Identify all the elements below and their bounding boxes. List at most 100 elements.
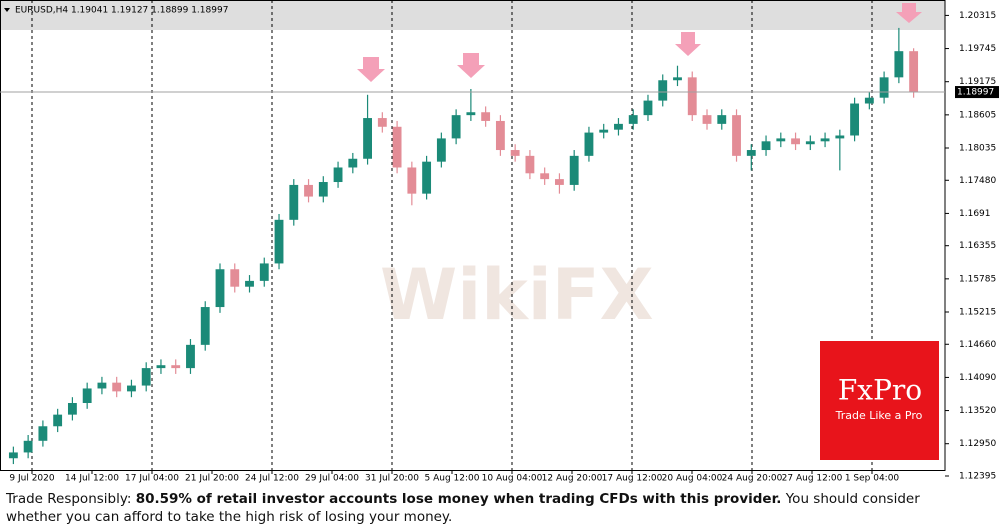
candles bbox=[8, 27, 919, 465]
logo-brand: FxPro bbox=[838, 374, 922, 407]
candle-body bbox=[481, 112, 491, 121]
candle-body bbox=[38, 426, 48, 441]
candle-body bbox=[510, 150, 520, 156]
x-tick-label: 20 Aug 04:00 bbox=[662, 474, 723, 484]
candle-body bbox=[289, 184, 299, 220]
arrow bbox=[896, 3, 922, 23]
x-tick-label: 27 Aug 12:00 bbox=[782, 474, 843, 484]
candle-body bbox=[200, 307, 210, 345]
x-tick-label: 5 Aug 12:00 bbox=[425, 474, 480, 484]
candle-body bbox=[141, 368, 151, 386]
x-tick-label: 12 Aug 20:00 bbox=[542, 474, 603, 484]
candle-body bbox=[333, 167, 343, 183]
candle-body bbox=[451, 115, 461, 139]
candle-body bbox=[599, 129, 609, 133]
header-band bbox=[0, 0, 945, 30]
candle-body bbox=[318, 182, 328, 197]
watermark: WikiFX bbox=[380, 254, 654, 336]
candle-body bbox=[127, 385, 136, 392]
candle-body bbox=[614, 123, 623, 130]
candle-body bbox=[304, 184, 313, 197]
x-tick-label: 29 Jul 04:00 bbox=[305, 474, 359, 484]
candle-body bbox=[436, 138, 446, 162]
candle-body bbox=[97, 382, 107, 389]
x-tick-label: 24 Aug 20:00 bbox=[722, 474, 783, 484]
candle-body bbox=[53, 414, 63, 427]
x-tick-label: 21 Jul 20:00 bbox=[185, 474, 239, 484]
candle-body bbox=[850, 103, 860, 136]
candle-body bbox=[687, 77, 697, 116]
candle-body bbox=[628, 115, 638, 124]
y-tick-label: 1.13520 bbox=[959, 406, 996, 416]
y-tick-label: 1.12950 bbox=[959, 439, 996, 449]
candle-body bbox=[525, 155, 535, 174]
arrow bbox=[675, 32, 701, 56]
candle-body bbox=[761, 141, 771, 151]
candle-body bbox=[82, 388, 92, 404]
footer-rest: You should consider whether you can affo… bbox=[6, 491, 920, 525]
x-tick-label: 10 Aug 04:00 bbox=[482, 474, 543, 484]
candle-body bbox=[555, 179, 564, 185]
candle-body bbox=[732, 115, 741, 156]
footer-lead: Trade Responsibly: bbox=[6, 491, 136, 507]
grid bbox=[31, 0, 873, 470]
candle-body bbox=[879, 77, 889, 98]
current-price-box bbox=[955, 86, 999, 99]
candle-body bbox=[230, 269, 240, 287]
candle-body bbox=[186, 344, 195, 369]
footer-bold: 80.59% of retail investor accounts lose … bbox=[135, 491, 782, 507]
current-price-label: 1.18997 bbox=[957, 88, 994, 98]
y-tick-label: 1.1691 bbox=[959, 209, 991, 219]
candle-body bbox=[540, 173, 550, 180]
candle-body bbox=[673, 77, 682, 81]
x-tick-label: 9 Jul 2020 bbox=[9, 474, 54, 484]
candle-body bbox=[156, 365, 166, 369]
y-tick-label: 1.16355 bbox=[959, 241, 996, 251]
candle-body bbox=[363, 118, 372, 159]
candle-body bbox=[791, 138, 800, 145]
candle-body bbox=[407, 167, 417, 194]
y-tick-label: 1.15785 bbox=[959, 274, 996, 284]
menu-icon[interactable] bbox=[4, 8, 10, 12]
frame bbox=[0, 0, 946, 471]
candle-body bbox=[909, 51, 919, 92]
x-tick-label: 31 Jul 20:00 bbox=[365, 474, 419, 484]
candle-body bbox=[864, 97, 874, 104]
arrow bbox=[357, 57, 385, 82]
candle-body bbox=[717, 115, 727, 124]
y-tick-label: 1.18605 bbox=[959, 110, 996, 120]
candle-body bbox=[422, 161, 432, 194]
arrow bbox=[457, 53, 485, 78]
candle-body bbox=[112, 382, 122, 392]
candle-body bbox=[746, 150, 756, 156]
candle-body bbox=[259, 263, 269, 281]
y-tick-label: 1.15215 bbox=[959, 307, 996, 317]
candle-body bbox=[348, 158, 358, 168]
candle-body bbox=[820, 138, 830, 142]
candle-body bbox=[466, 112, 476, 116]
candle-body bbox=[171, 365, 181, 369]
logo bbox=[820, 341, 939, 460]
logo-tagline: Trade Like a Pro bbox=[835, 409, 923, 422]
candle-body bbox=[835, 135, 845, 139]
candle-body bbox=[495, 120, 505, 151]
x-tick-label: 24 Jul 12:00 bbox=[245, 474, 299, 484]
footer: Trade Responsibly: 80.59% of retail inve… bbox=[6, 490, 966, 526]
chart-title: EURUSD,H4 1.19041 1.19127 1.18899 1.1899… bbox=[15, 6, 228, 16]
y-tick-label: 1.20315 bbox=[959, 11, 996, 21]
candle-body bbox=[377, 118, 387, 127]
candle-body bbox=[8, 452, 18, 459]
candle-body bbox=[274, 219, 284, 264]
x-tick-label: 17 Jul 04:00 bbox=[125, 474, 179, 484]
y-tick-label: 1.19175 bbox=[959, 77, 996, 87]
y-tick-label: 1.17480 bbox=[959, 176, 996, 186]
candle-body bbox=[702, 115, 712, 124]
candle-body bbox=[776, 138, 786, 142]
x-tick-label: 14 Jul 12:00 bbox=[65, 474, 119, 484]
candle-body bbox=[569, 155, 579, 185]
candle-body bbox=[584, 132, 594, 156]
candle-body bbox=[643, 100, 653, 116]
candle-body bbox=[245, 280, 254, 287]
y-tick-label: 1.19745 bbox=[959, 44, 996, 54]
